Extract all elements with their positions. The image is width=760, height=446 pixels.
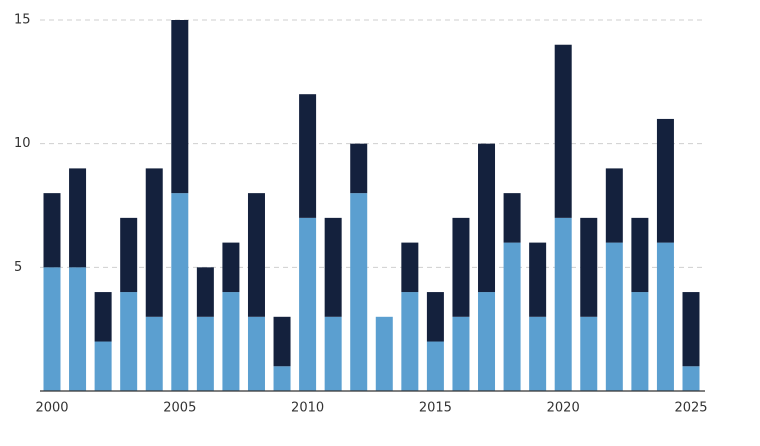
bar-segment bbox=[631, 292, 649, 391]
bar-segment bbox=[120, 217, 138, 293]
bar-segment bbox=[43, 267, 61, 391]
bar-segment bbox=[94, 292, 112, 342]
bar-segment bbox=[324, 316, 342, 391]
bar-segment bbox=[299, 94, 317, 218]
bar-segment bbox=[299, 217, 317, 391]
bar-segment bbox=[120, 292, 138, 391]
x-tick-label: 2015 bbox=[419, 401, 452, 416]
bar-segment bbox=[682, 292, 700, 367]
bar-segment bbox=[196, 267, 214, 317]
bar-segment bbox=[682, 366, 700, 391]
bar-segment bbox=[171, 20, 189, 194]
bar-segment bbox=[273, 316, 291, 367]
bar-segment bbox=[605, 242, 623, 391]
bar-segment bbox=[554, 217, 572, 391]
bar-segment bbox=[426, 292, 444, 342]
bar-segment bbox=[503, 193, 521, 243]
bar-segment bbox=[145, 316, 163, 391]
bar-segment bbox=[69, 168, 87, 268]
bar-segment bbox=[94, 341, 112, 391]
bar-segment bbox=[350, 143, 368, 194]
bar-segment bbox=[478, 143, 496, 293]
bar-segment bbox=[375, 316, 393, 391]
bar-segment bbox=[452, 316, 470, 391]
bar-segment bbox=[401, 292, 419, 391]
bar-segment bbox=[656, 242, 674, 391]
bar-segment bbox=[580, 316, 598, 391]
bar-segment bbox=[503, 242, 521, 391]
bar-segment bbox=[554, 44, 572, 218]
x-tick-label: 2025 bbox=[674, 401, 707, 416]
y-tick-label: 15 bbox=[14, 13, 31, 28]
bar-segment bbox=[631, 217, 649, 293]
bar-segment bbox=[350, 193, 368, 391]
bar-segment bbox=[529, 316, 547, 391]
bar-segment bbox=[656, 118, 674, 243]
bar-segment bbox=[145, 168, 163, 317]
bar-segment bbox=[478, 292, 496, 391]
bar-segment bbox=[273, 366, 291, 391]
bar-segment bbox=[247, 193, 265, 317]
bar-segment bbox=[401, 242, 419, 293]
bar-segment bbox=[247, 316, 265, 391]
y-tick-label: 5 bbox=[14, 260, 22, 275]
x-tick-label: 2000 bbox=[35, 401, 68, 416]
bar-segment bbox=[171, 193, 189, 391]
bar-segment bbox=[580, 217, 598, 317]
bar-segment bbox=[426, 341, 444, 391]
bar-segment bbox=[222, 292, 240, 391]
x-tick-label: 2020 bbox=[547, 401, 580, 416]
y-tick-label: 10 bbox=[14, 136, 31, 151]
bar-segment bbox=[452, 217, 470, 317]
bar-segment bbox=[69, 267, 87, 391]
bar-segment bbox=[196, 316, 214, 391]
bar-segment bbox=[222, 242, 240, 293]
bar-segment bbox=[43, 193, 61, 268]
bar-segment bbox=[605, 168, 623, 243]
x-tick-label: 2010 bbox=[291, 401, 324, 416]
bar-segment bbox=[529, 242, 547, 317]
x-tick-label: 2005 bbox=[163, 401, 196, 416]
bar-segment bbox=[324, 217, 342, 317]
